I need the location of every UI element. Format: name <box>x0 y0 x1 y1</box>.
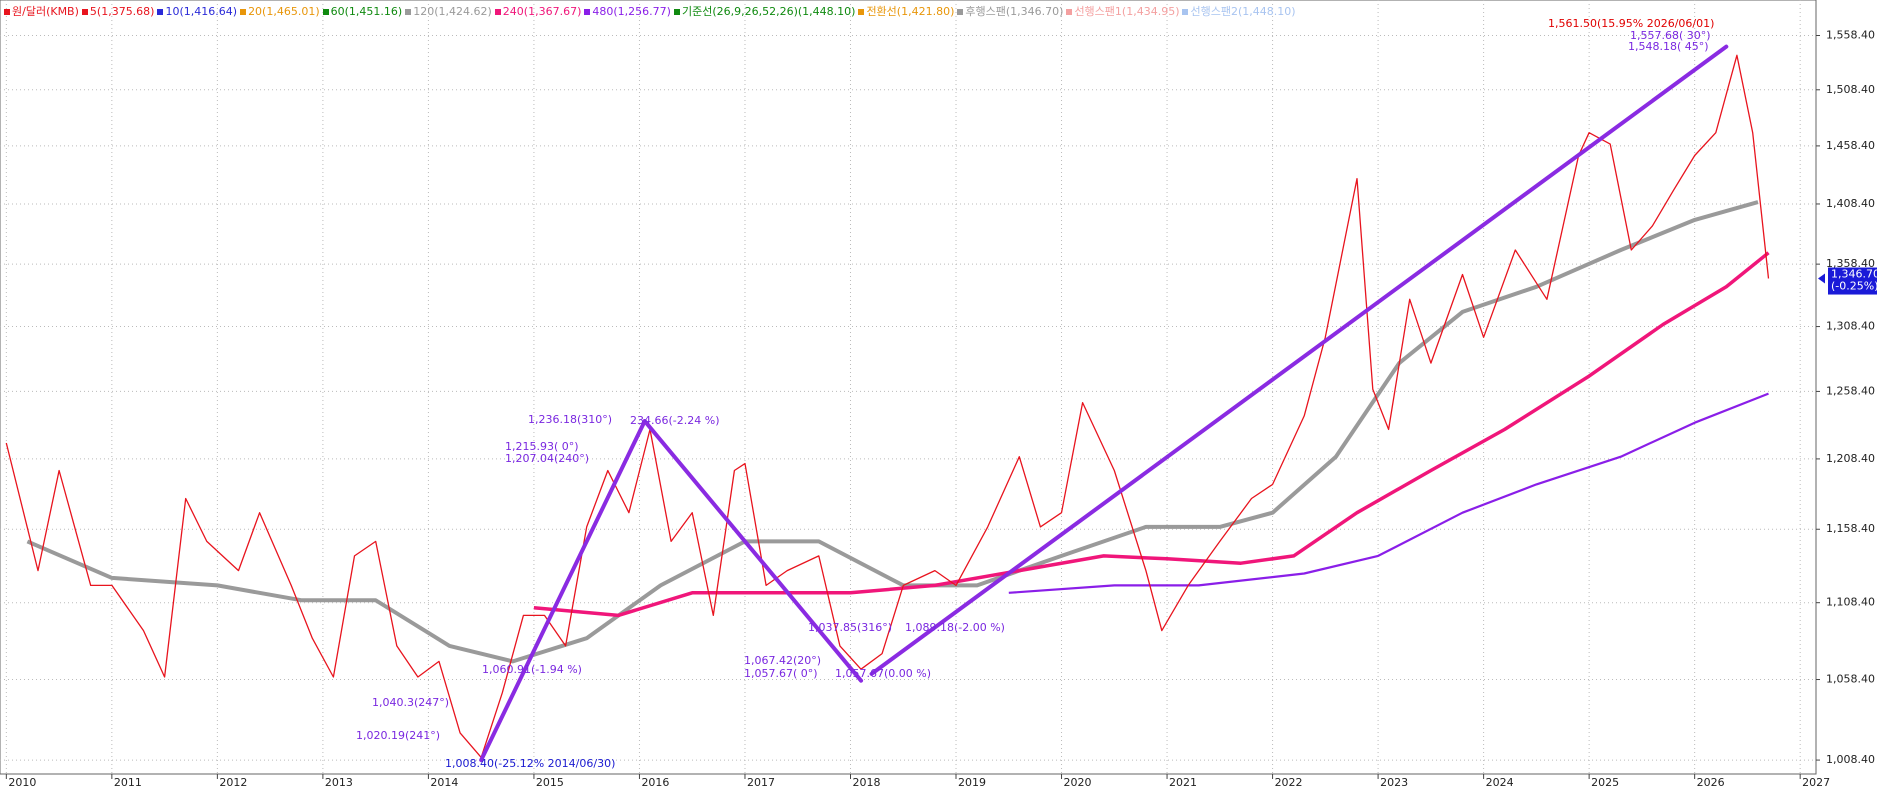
annotation: 1,008.40(-25.12% 2014/06/30) <box>445 757 615 770</box>
legend-swatch <box>4 9 10 15</box>
legend-swatch <box>81 9 88 15</box>
x-tick-label: 2026 <box>1697 776 1725 789</box>
legend-swatch <box>157 9 164 15</box>
legend-swatch <box>240 9 247 15</box>
legend-swatch <box>673 9 680 15</box>
series-line <box>5 54 1770 759</box>
annotation: 234.66(-2.24 %) <box>630 414 719 427</box>
x-tick-label: 2024 <box>1486 776 1514 789</box>
y-tick-label: 1,408.40 <box>1826 197 1875 210</box>
legend-swatch <box>494 9 501 15</box>
legend-swatch <box>1182 9 1189 15</box>
series-line <box>1008 392 1769 594</box>
annotation: 1,207.04(240°) <box>505 452 589 465</box>
x-tick-label: 2027 <box>1802 776 1830 789</box>
legend-label: 10(1,416.64) <box>165 5 238 18</box>
annotation: 1,037.85(316°) <box>808 621 892 634</box>
last-price-label: 1,346.70 <box>1831 268 1877 281</box>
x-tick-label: 2017 <box>747 776 775 789</box>
annotation: 1,067.42(20°) <box>744 654 821 667</box>
last-price-change: (-0.25%) <box>1831 280 1877 293</box>
x-tick-label: 2018 <box>852 776 880 789</box>
annotation: 1,057.67( 0°) <box>744 667 818 680</box>
annotation: 1,060.91(-1.94 %) <box>482 663 582 676</box>
legend-swatch <box>957 9 964 15</box>
annotation: 1,215.93( 0°) <box>505 440 579 453</box>
y-tick-label: 1,508.40 <box>1826 83 1875 96</box>
x-tick-label: 2011 <box>114 776 142 789</box>
annotation: 1,020.19(241°) <box>356 729 440 742</box>
legend-label: 원/달러(KMB) <box>12 5 79 18</box>
y-tick-label: 1,208.40 <box>1826 452 1875 465</box>
legend-swatch <box>584 9 591 15</box>
x-tick-label: 2019 <box>958 776 986 789</box>
legend-label: 120(1,424.62) <box>413 5 492 18</box>
legend-swatch <box>1066 9 1073 15</box>
x-tick-label: 2016 <box>641 776 669 789</box>
legend-label: 전환선(1,421.80) <box>866 5 955 18</box>
y-tick-label: 1,308.40 <box>1826 320 1875 333</box>
x-tick-label: 2015 <box>536 776 564 789</box>
y-tick-label: 1,458.40 <box>1826 139 1875 152</box>
x-tick-label: 2012 <box>219 776 247 789</box>
legend-label: 5(1,375.68) <box>89 5 155 18</box>
annotation: 1,089.18(-2.00 %) <box>905 621 1005 634</box>
y-tick-label: 1,358.40 <box>1826 257 1875 270</box>
y-tick-label: 1,158.40 <box>1826 522 1875 535</box>
legend: 원/달러(KMB) 5(1,375.68) 10(1,416.64) 20(1,465… <box>4 3 1299 19</box>
legend-label: 후행스팬(1,346.70) <box>965 5 1064 18</box>
x-tick-label: 2020 <box>1064 776 1092 789</box>
legend-label: 240(1,367.67) <box>502 5 582 18</box>
trendline <box>869 44 1729 676</box>
y-tick-label: 1,108.40 <box>1826 596 1875 609</box>
annotation: 1,561.50(15.95% 2026/06/01) <box>1548 17 1714 30</box>
x-tick-label: 2021 <box>1169 776 1197 789</box>
plot-frame <box>0 0 1817 775</box>
annotation: 1,040.3(247°) <box>372 696 449 709</box>
x-tick-label: 2025 <box>1591 776 1619 789</box>
legend-label: 선행스팬1(1,434.95) <box>1074 5 1180 18</box>
legend-label: 선행스팬2(1,448.10) <box>1190 5 1296 18</box>
annotation: 1,548.18( 45°) <box>1628 40 1709 53</box>
x-tick-label: 2013 <box>325 776 353 789</box>
x-tick-label: 2022 <box>1275 776 1303 789</box>
series-line <box>533 251 1770 618</box>
y-tick-label: 1,558.40 <box>1826 29 1875 42</box>
y-tick-label: 1,258.40 <box>1826 384 1875 397</box>
legend-swatch <box>858 9 865 15</box>
y-tick-label: 1,058.40 <box>1826 673 1875 686</box>
legend-label: 60(1,451.16) <box>330 5 403 18</box>
annotation: 1,057.67(0.00 %) <box>835 667 931 680</box>
x-tick-label: 2023 <box>1380 776 1408 789</box>
trendline <box>479 419 647 763</box>
x-tick-label: 2014 <box>430 776 458 789</box>
legend-label: 기준선(26,9,26,52,26)(1,448.10) <box>681 5 856 18</box>
legend-label: 20(1,465.01) <box>248 5 320 18</box>
last-price-box <box>1828 267 1877 295</box>
annotation: 1,236.18(310°) <box>528 413 612 426</box>
legend-swatch <box>322 9 329 15</box>
legend-swatch <box>405 9 412 15</box>
trendline <box>642 419 864 683</box>
last-price-marker <box>1818 273 1825 284</box>
y-tick-label: 1,008.40 <box>1826 753 1875 766</box>
legend-label: 480(1,256.77) <box>592 5 671 18</box>
annotation: 1,557.68( 30°) <box>1630 29 1711 42</box>
x-tick-label: 2010 <box>8 776 36 789</box>
